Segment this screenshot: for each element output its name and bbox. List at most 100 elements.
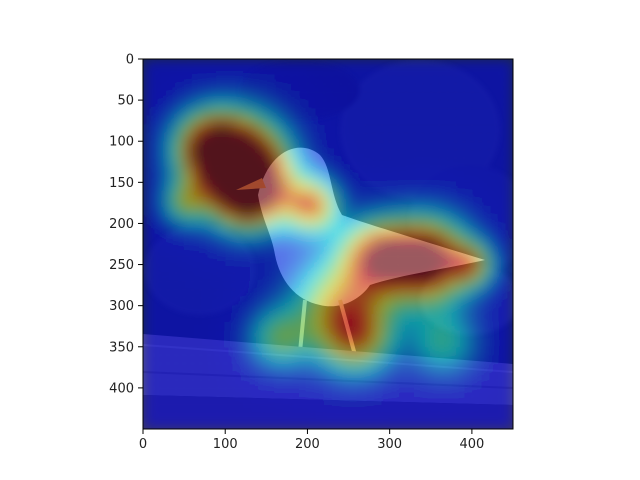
heat-cell [167,133,177,142]
heat-cell [463,412,473,422]
heat-cell [406,124,415,134]
heat-cell [356,67,366,77]
heat-cell [192,215,202,225]
heat-cell [480,346,489,356]
heat-cell [200,338,210,348]
heat-cell [471,355,481,364]
heat-cell [299,207,309,216]
heat-cell [381,108,391,118]
heat-cell [143,248,152,257]
heat-cell [348,67,358,77]
heat-cell [504,182,513,192]
heat-cell [323,67,333,77]
heat-cell [504,207,513,216]
heat-cell [439,215,448,225]
heat-cell [299,124,309,134]
heat-cell [200,174,210,183]
heat-cell [249,248,259,257]
heat-cell [447,338,457,348]
heat-cell [348,100,358,109]
heat-cell [340,363,350,373]
heat-cell [332,297,341,307]
heat-cell [299,404,309,414]
heat-cell [488,215,498,225]
heat-cell [291,124,300,134]
heat-cell [439,165,448,175]
heat-cell [504,396,513,405]
heat-cell [200,190,210,200]
heat-cell [282,396,292,405]
heat-cell [422,124,432,134]
heat-cell [225,157,235,167]
heat-cell [406,404,415,414]
heat-cell [332,346,341,356]
heat-cell [315,313,325,323]
heat-cell [414,322,424,331]
heat-cell [258,371,267,381]
heat-cell [414,231,424,241]
heat-cell [143,387,152,397]
heat-cell [422,387,432,397]
heat-cell [225,404,235,414]
heat-cell [299,75,309,85]
heat-cell [463,239,473,249]
heat-cell [447,272,457,282]
heat-cell [356,256,366,266]
heat-cell [340,289,350,299]
heat-cell [389,108,399,118]
heat-cell [439,75,448,85]
heat-cell [167,124,177,134]
heat-cell [414,239,424,249]
heat-cell [348,215,358,225]
heat-cell [217,371,226,381]
heat-cell [365,396,374,405]
heat-cell [439,174,448,183]
heat-cell [217,338,226,348]
heat-cell [241,75,251,85]
heat-cell [406,116,415,126]
heat-cell [463,198,473,208]
heat-cell [430,67,440,77]
heat-cell [414,281,424,290]
heat-cell [397,239,407,249]
heat-cell [430,59,440,68]
heat-cell [471,91,481,101]
heat-cell [307,330,317,340]
heat-cell [315,133,325,142]
heat-cell [225,305,235,315]
heat-cell [200,289,210,299]
heat-cell [192,108,202,118]
heat-cell [414,100,424,109]
heat-cell [151,108,161,118]
heat-cell [340,231,350,241]
heat-cell [258,248,267,257]
heat-cell [200,223,210,233]
heat-cell [496,141,506,151]
heat-cell [480,157,489,167]
heat-cell [348,346,358,356]
heat-cell [225,75,235,85]
heat-cell [266,272,276,282]
heat-cell [258,149,267,159]
heat-cell [274,174,284,183]
heat-cell [439,330,448,340]
heat-cell [241,289,251,299]
heat-cell [151,379,161,389]
heat-cell [414,272,424,282]
heat-cell [258,412,267,422]
heat-cell [480,100,489,109]
heat-cell [249,100,259,109]
heat-cell [471,108,481,118]
heat-cell [439,396,448,405]
heat-cell [455,379,465,389]
heat-cell [488,182,498,192]
heat-cell [217,346,226,356]
heat-cell [488,272,498,282]
heat-cell [291,379,300,389]
heat-cell [414,190,424,200]
heat-cell [307,215,317,225]
heat-cell [471,223,481,233]
heat-cell [233,239,243,249]
heat-cell [340,248,350,257]
heat-cell [397,91,407,101]
